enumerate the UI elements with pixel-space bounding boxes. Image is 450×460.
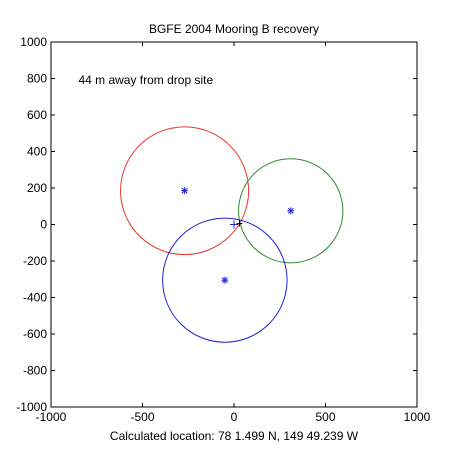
y-tick-label: -800 xyxy=(23,364,47,378)
range-circle xyxy=(162,217,288,343)
x-tick-label: 500 xyxy=(315,410,335,424)
y-tick-label: -400 xyxy=(23,291,47,305)
x-axis-label: Calculated location: 78 1.499 N, 149 49.… xyxy=(110,429,359,443)
y-tick-label: -200 xyxy=(23,254,47,268)
transponder-center-marker xyxy=(221,276,229,284)
asterisk-stroke xyxy=(287,207,294,214)
x-tick-label: -500 xyxy=(130,410,154,424)
asterisk-stroke xyxy=(221,277,228,284)
calculated-location-marker xyxy=(236,220,243,227)
drop-site-marker xyxy=(230,220,238,229)
x-tick-label: 0 xyxy=(231,410,238,424)
asterisk-stroke xyxy=(181,187,188,194)
y-tick-label: 600 xyxy=(27,108,47,122)
transponder-center-marker xyxy=(181,187,189,195)
plot-area xyxy=(50,41,418,408)
y-axis-ticks: 1000 800 600 400 200 0 -200 -400 -600 -800 -1000 xyxy=(16,35,417,414)
x-axis-ticks: -1000 -500 0 500 1000 xyxy=(36,42,431,424)
y-tick-label: -1000 xyxy=(16,400,47,414)
y-tick-label: 1000 xyxy=(20,35,47,49)
transponder-center-marker xyxy=(287,207,295,215)
distance-annotation: 44 m away from drop site xyxy=(78,73,213,87)
x-tick-label: 1000 xyxy=(404,410,431,424)
chart-title: BGFE 2004 Mooring B recovery xyxy=(149,22,319,36)
range-circle xyxy=(238,158,344,264)
y-tick-label: 800 xyxy=(27,72,47,86)
y-tick-label: 400 xyxy=(27,145,47,159)
y-tick-label: 0 xyxy=(40,218,47,232)
x-tick-label: -1000 xyxy=(36,410,67,424)
y-tick-label: -600 xyxy=(23,327,47,341)
range-circle xyxy=(120,126,250,256)
y-tick-label: 200 xyxy=(27,181,47,195)
